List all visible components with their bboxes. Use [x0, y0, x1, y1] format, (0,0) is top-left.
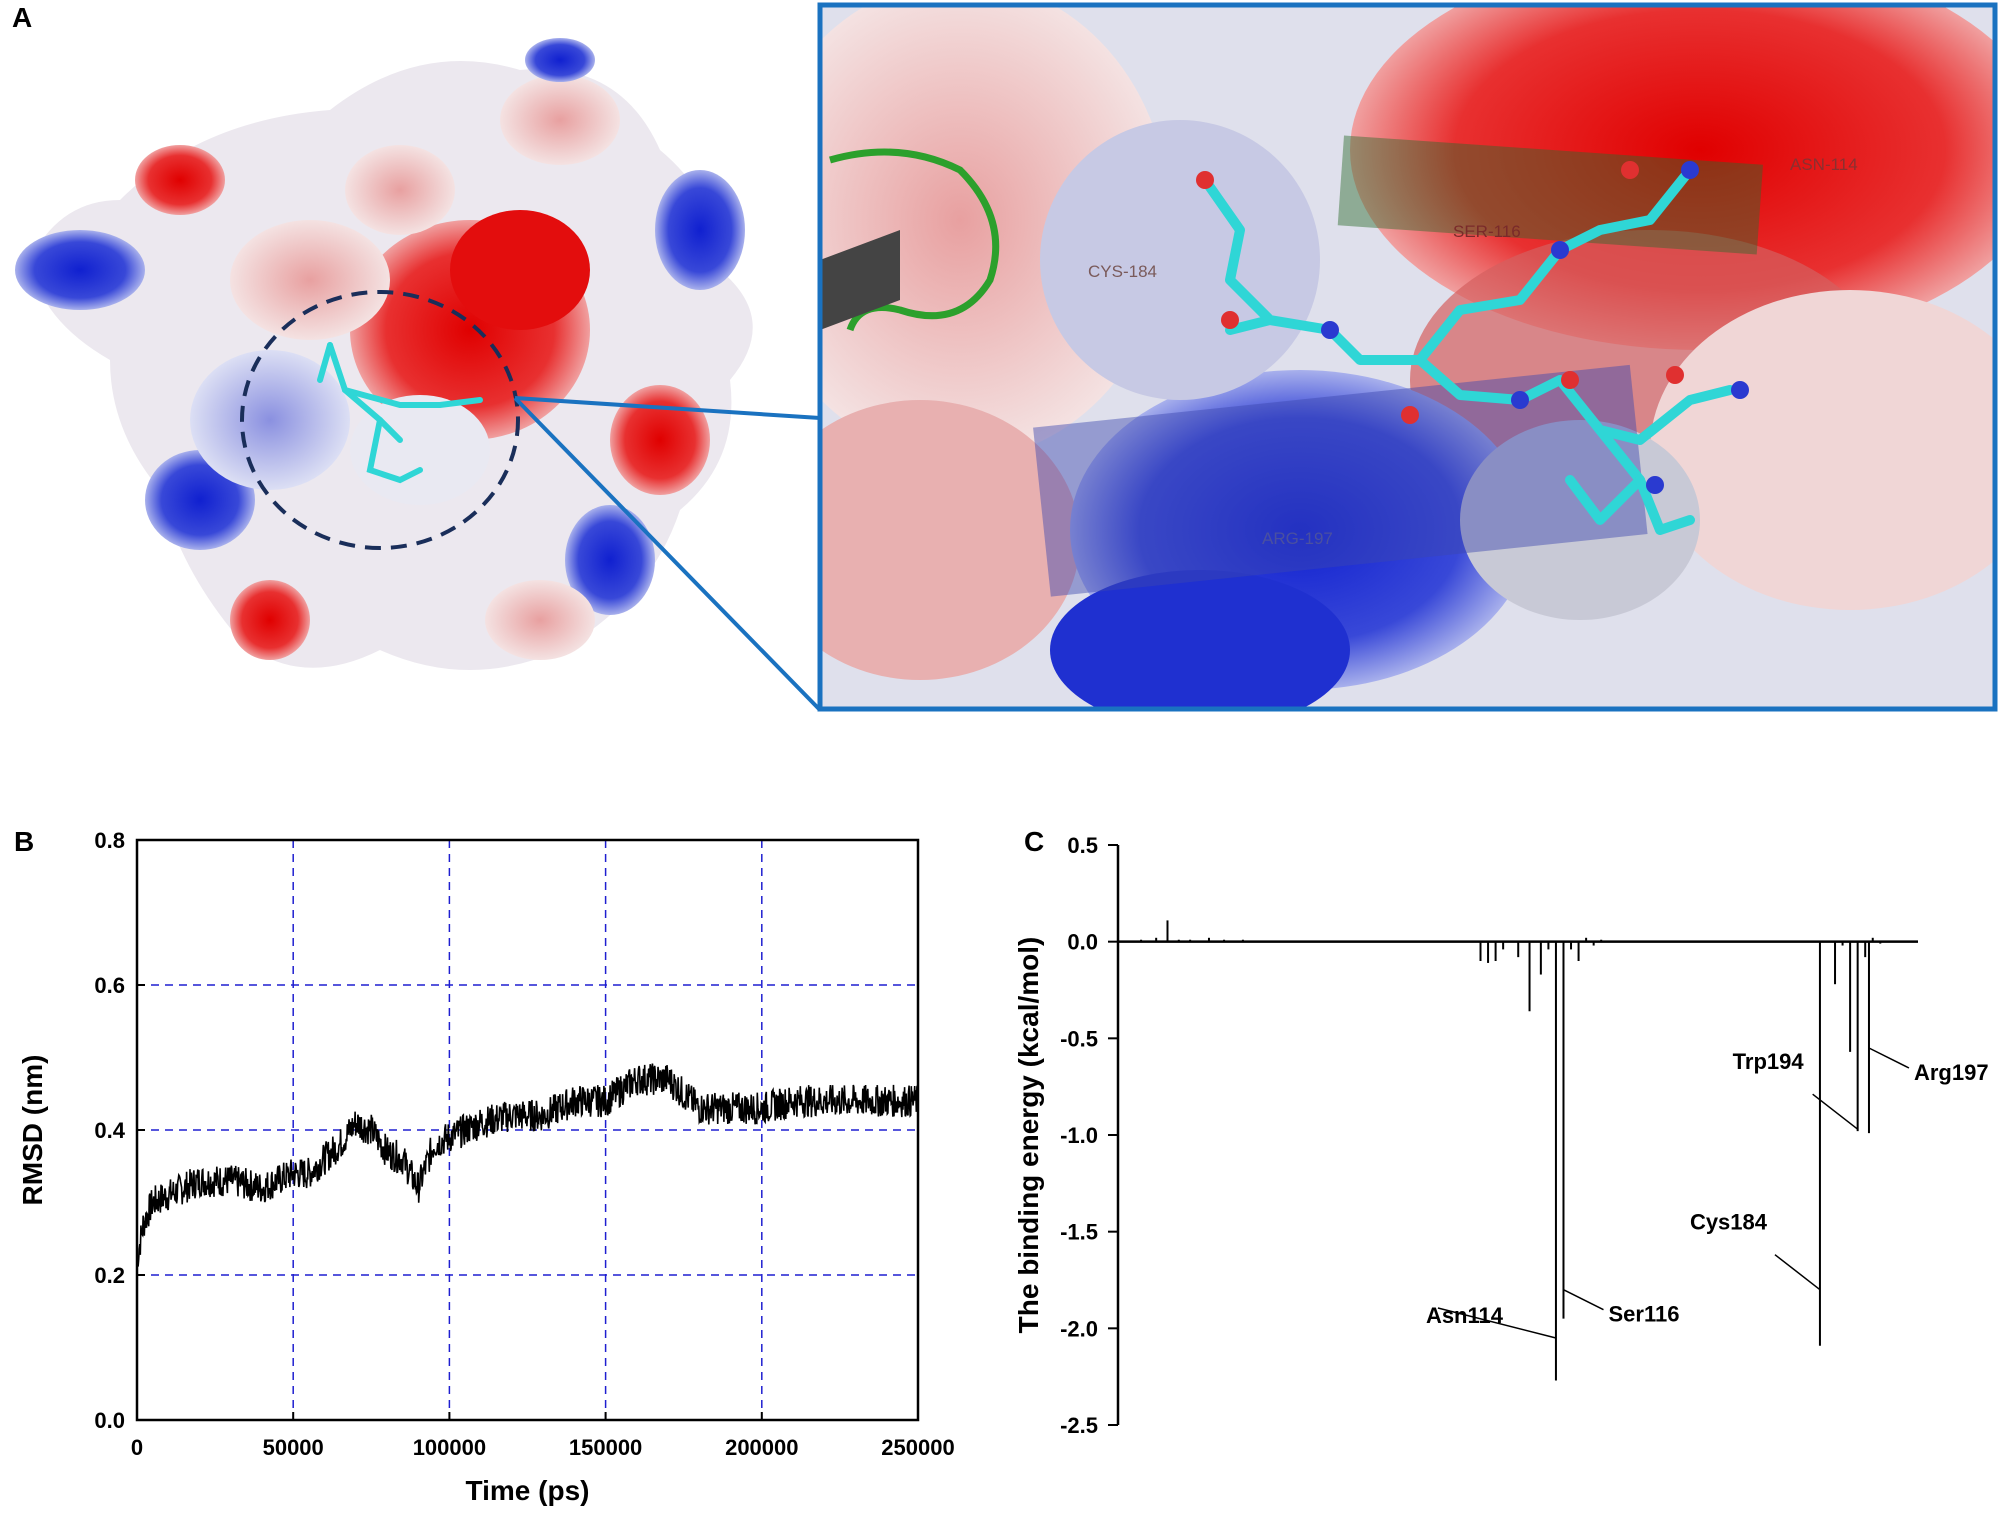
residue-label-asn114: ASN-114 — [1790, 155, 1858, 174]
binding-site-circle — [240, 290, 520, 550]
residue-label-ser116: SER-116 — [1453, 222, 1521, 241]
energy-annotation-leader — [1868, 1047, 1910, 1069]
ligand-overview — [317, 342, 483, 484]
rmsd-y-tick-label: 0.8 — [94, 828, 125, 853]
rmsd-y-tick-label: 0.0 — [94, 1408, 125, 1433]
energy-annotation-label: Cys184 — [1690, 1210, 1768, 1235]
rmsd-grid — [137, 840, 918, 1420]
energy-y-tick-label: 0.0 — [1067, 930, 1098, 955]
energy-annotation-leader — [1774, 1254, 1821, 1291]
protein-surface — [15, 38, 753, 670]
rmsd-x-tick-label: 150000 — [569, 1435, 642, 1460]
energy-annotation-label: Trp194 — [1733, 1049, 1805, 1074]
zoom-connector-bottom — [513, 396, 822, 712]
rmsd-y-axis-label: RMSD (nm) — [17, 1055, 48, 1206]
rmsd-series-line — [136, 1063, 919, 1267]
energy-y-tick-label: -2.5 — [1060, 1413, 1098, 1438]
binding-site-zoom: ASN-114 SER-116 CYS-184 ARG-197 — [820, 5, 1995, 709]
rmsd-x-tick-label: 200000 — [725, 1435, 798, 1460]
rmsd-x-tick-label: 100000 — [413, 1435, 486, 1460]
energy-annotation-label: Asn114 — [1426, 1303, 1504, 1328]
energy-ticks: 0.5 0.0 -0.5 -1.0 -1.5 -2.0 -2.5 — [1060, 833, 1118, 1438]
rmsd-x-tick-label: 0 — [131, 1435, 143, 1460]
rmsd-ticks: 0 50000 100000 150000 200000 250000 0.0 0.2 0.4 0… — [94, 828, 954, 1460]
rmsd-x-tick-label: 50000 — [263, 1435, 324, 1460]
energy-y-tick-label: -2.0 — [1060, 1316, 1098, 1341]
rmsd-y-tick-label: 0.4 — [94, 1118, 125, 1143]
energy-y-axis-label: The binding energy (kcal/mol) — [1013, 937, 1044, 1334]
energy-y-tick-label: 0.5 — [1067, 833, 1098, 858]
energy-bars — [1140, 920, 1882, 1381]
zoom-frame — [817, 2, 1998, 712]
residue-label-cys184: CYS-184 — [1088, 262, 1157, 281]
binding-energy-chart: 0.5 0.0 -0.5 -1.0 -1.5 -2.0 -2.5 Asn114 Ser116 C… — [1013, 833, 1989, 1438]
energy-y-tick-label: -1.0 — [1060, 1123, 1098, 1148]
rmsd-y-tick-label: 0.6 — [94, 973, 125, 998]
energy-annotation-leader — [1437, 1307, 1557, 1339]
rmsd-y-tick-label: 0.2 — [94, 1263, 125, 1288]
energy-annotation-label: Ser116 — [1608, 1302, 1679, 1327]
energy-annotation-leader — [1563, 1288, 1604, 1311]
energy-y-tick-label: -0.5 — [1060, 1026, 1098, 1051]
rmsd-x-axis-label: Time (ps) — [466, 1475, 590, 1506]
energy-annotations: Asn114 Ser116 Cys184 Trp194 Arg197 — [1426, 1047, 1989, 1339]
energy-annotation-leader — [1812, 1093, 1859, 1130]
rmsd-x-tick-label: 250000 — [881, 1435, 954, 1460]
protein-structure-figure: ASN-114 SER-116 CYS-184 ARG-197 — [15, 2, 1998, 712]
energy-annotation-label: Arg197 — [1914, 1060, 1989, 1085]
panel-label-c: C — [1024, 826, 1045, 857]
panel-label-a: A — [12, 2, 33, 33]
zoom-connector-top — [514, 396, 821, 420]
rmsd-chart: 0 50000 100000 150000 200000 250000 0.0 0.2 0.4 0… — [17, 828, 955, 1506]
residue-label-arg197: ARG-197 — [1262, 529, 1333, 548]
panel-label-b: B — [14, 826, 35, 857]
energy-y-tick-label: -1.5 — [1060, 1220, 1098, 1245]
